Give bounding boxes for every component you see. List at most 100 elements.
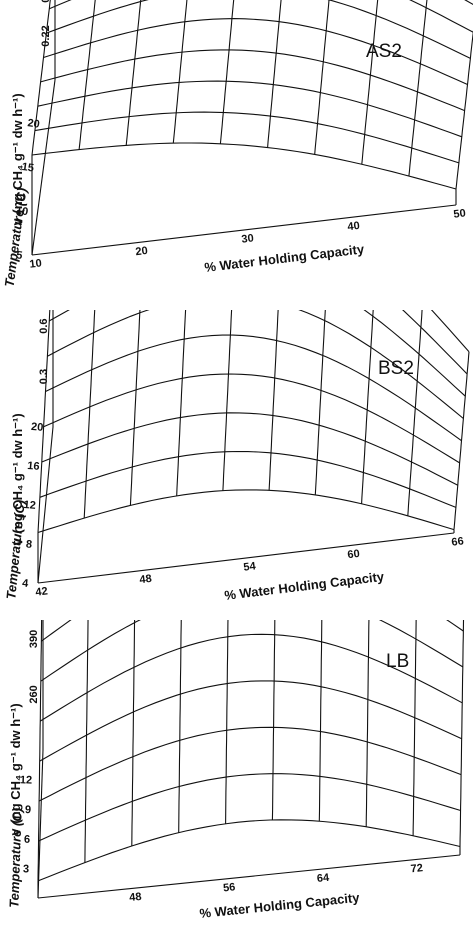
y-axis-line [37,426,54,584]
x-tick-label: 30 [241,232,255,245]
surface-line-y [453,351,470,530]
x-tick-label: 48 [139,573,153,586]
surface-line-x [37,819,461,882]
z-axis-label: ∨ (ng CH₄ g⁻¹ dw h⁻¹) [10,413,25,546]
z-tick-label: 260 [28,685,40,703]
x-tick-label: 50 [453,207,467,220]
panel-title: AS2 [366,41,402,62]
surface-line-y [125,0,142,146]
z-tick-label: 0.44 [40,0,52,3]
y-tick-label: 12 [20,774,33,786]
surface-line-x [43,373,460,464]
surface-line-x [464,0,473,5]
surface-line-x [39,450,457,508]
y-axis-line [31,79,56,256]
surface-line-y [459,620,465,847]
x-tick-label: 64 [316,872,330,885]
y-axis-label: Temperature (C) [6,808,24,908]
surface-line-x [38,773,461,842]
surface-line-y [267,0,282,148]
x-tick-label: 20 [135,245,149,258]
y-tick-label: 16 [27,460,40,473]
panel-title: LB [386,651,409,672]
surface-line-x [41,412,459,486]
surface-line-y [407,310,423,516]
x-tick-label: 56 [223,881,236,894]
y-tick-label: 15 [21,161,35,174]
surface-line-x [430,310,470,353]
z-tick-label: 0.6 [38,318,50,333]
x-tick-label: 54 [243,560,257,573]
surface-line-x [40,620,464,682]
surface-line-y [408,0,428,177]
y-tick-label: 20 [31,421,44,434]
x-axis-label: % Water Holding Capacity [224,569,386,603]
y-tick-label: 12 [23,499,36,512]
x-axis-line [37,854,461,899]
surface-line-y [37,310,51,533]
surface-line-x [49,310,466,397]
surface-line-x [34,111,460,164]
x-axis-label: % Water Holding Capacity [204,241,366,275]
y-tick-label: 4 [22,577,30,590]
y-tick-label: 3 [23,863,30,875]
surface-line-x [37,489,455,534]
y-tick-label: 20 [27,117,41,130]
z-tick-label: 0.3 [38,369,50,384]
surface-line-x [38,726,462,802]
surface-line-x [39,680,462,762]
x-tick-label: 72 [410,862,423,875]
y-tick-label: 9 [25,804,32,816]
x-tick-label: 60 [347,548,361,561]
surface-line-y [225,620,229,824]
x-tick-label: 40 [347,220,361,233]
surface-line-y [361,0,379,165]
panel-title: BS2 [378,358,414,379]
surface-line-y [318,620,323,822]
surface-line-y [314,0,330,155]
surface-line-y [314,310,326,495]
surface-line-x [45,334,462,442]
surface-line-y [178,620,182,833]
surface-line-x [47,310,464,419]
surface-line-y [268,310,279,491]
surface-line-x [43,18,468,86]
x-tick-label: 66 [451,535,465,548]
surface-line-y [31,0,51,156]
y-axis-label: Temperature (C) [2,187,30,288]
x-tick-label: 48 [129,891,142,904]
y-tick-label: 10 [15,205,29,218]
x-tick-label: 10 [29,257,43,270]
surface-line-y [84,620,89,863]
surface-line-x [40,49,465,112]
surface-line-x [31,142,457,190]
surface-line-y [172,0,188,144]
surface-line-x [49,0,473,33]
surface-line-y [83,310,96,519]
y-axis-line [37,749,44,899]
z-tick-label: 0.22 [40,25,52,46]
surface-line-y [412,620,417,836]
y-tick-label: 5 [16,249,24,262]
surface-line-y [129,310,141,506]
surface-line-x [46,0,471,59]
surface-line-x [39,633,463,722]
surface-line-y [271,620,276,821]
z-axis-label: ∨ (ng CH₄ g⁻¹ dw h⁻¹) [8,703,23,836]
surface-line-y [176,310,187,496]
surface-line-y [365,620,370,827]
x-axis-line [37,532,455,584]
y-tick-label: 6 [24,834,31,846]
surface-panel-lb: 4856647236912260390520650∨ (ng CH₄ g⁻¹ d… [6,620,465,921]
x-tick-label: 42 [35,585,49,598]
surface-line-x [37,80,462,138]
surface-line-y [361,310,374,504]
surface-line-y [37,620,43,881]
surface-line-y [131,620,136,847]
z-axis-label: ∨ (ng CH₄ g⁻¹ dw h⁻¹) [10,93,25,226]
x-axis-line [31,204,457,256]
surface-line-y [222,310,233,491]
y-tick-label: 8 [25,538,32,551]
